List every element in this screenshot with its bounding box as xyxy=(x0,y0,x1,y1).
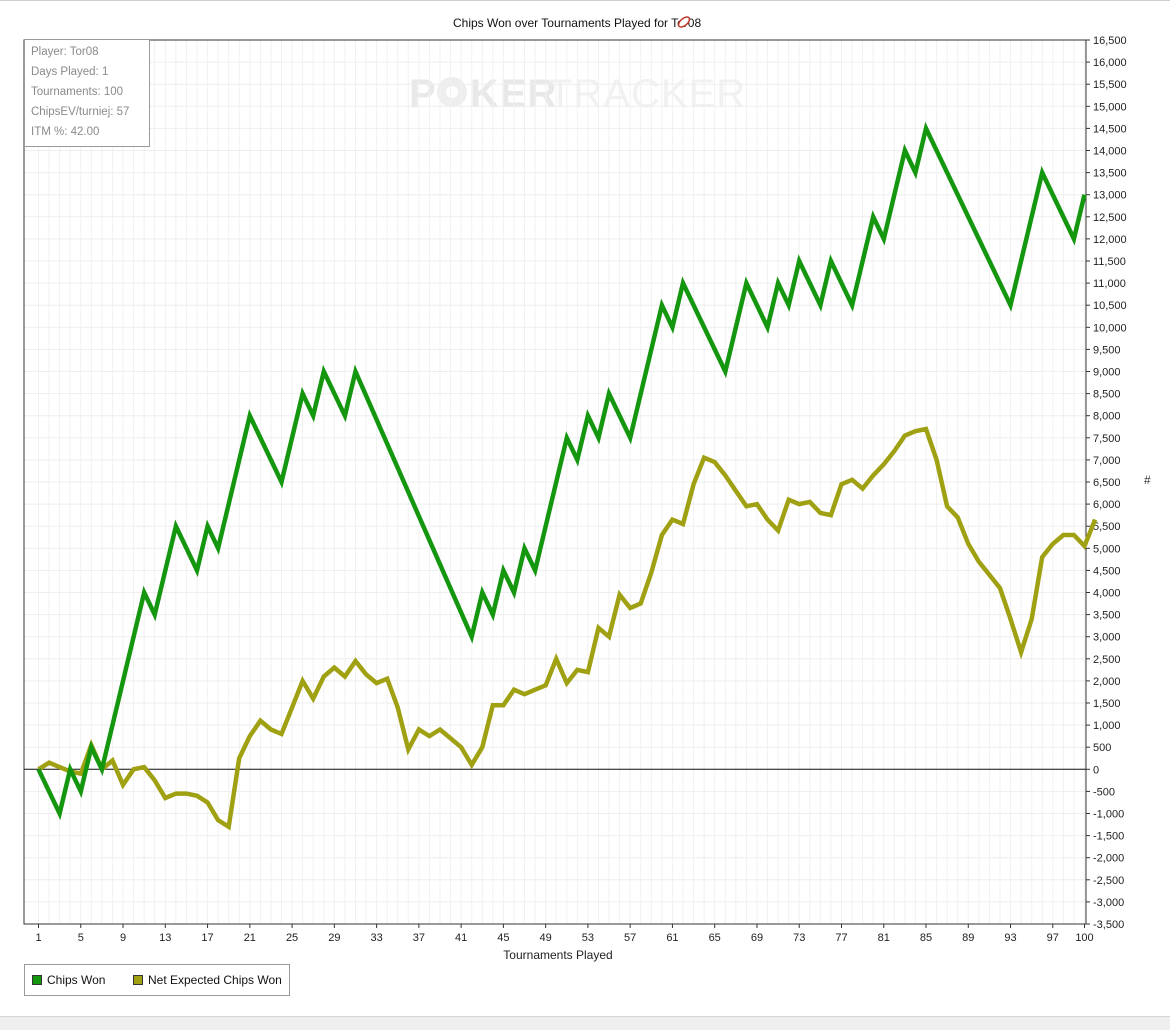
x-tick-label: 100 xyxy=(1075,932,1093,944)
y-tick-label: 4,500 xyxy=(1093,565,1121,577)
player-info-box: Player: Tor08 Days Played: 1 Tournaments… xyxy=(24,39,150,147)
hash-icon: # xyxy=(1144,473,1151,487)
x-tick-label: 5 xyxy=(78,932,84,944)
series-line-net-expected-chips-won xyxy=(37,426,1098,831)
x-tick-label: 57 xyxy=(624,932,636,944)
y-tick-label: 16,000 xyxy=(1093,57,1127,69)
x-tick-label: 89 xyxy=(962,932,974,944)
y-tick-label: 1,000 xyxy=(1093,720,1121,732)
series-layer xyxy=(36,121,1098,831)
info-itm: ITM %: 42.00 xyxy=(31,126,100,138)
x-tick-label: 13 xyxy=(159,932,171,944)
x-tick-label: 17 xyxy=(201,932,213,944)
legend-label-chips-won: Chips Won xyxy=(47,973,106,987)
y-tick-label: 11,000 xyxy=(1093,278,1126,290)
y-tick-label: -1,500 xyxy=(1093,831,1124,843)
y-tick-label: 8,500 xyxy=(1093,389,1121,401)
x-tick-label: 9 xyxy=(120,932,126,944)
y-tick-label: 6,000 xyxy=(1093,499,1121,511)
y-tick-label: 14,500 xyxy=(1093,123,1127,135)
tick-layer: -3,500 -3,000 -2,500 -2,000 -1,500 -1,000 -500… xyxy=(35,35,1126,944)
info-days-played: Days Played: 1 xyxy=(31,66,109,78)
x-tick-label: 29 xyxy=(328,932,340,944)
watermark-ker: KER xyxy=(470,72,557,116)
y-tick-label: 1,500 xyxy=(1093,698,1121,710)
x-tick-label: 37 xyxy=(413,932,425,944)
y-tick-label: -500 xyxy=(1093,786,1115,798)
y-tick-label: 6,500 xyxy=(1093,477,1121,489)
y-tick-label: 4,000 xyxy=(1093,588,1121,600)
x-tick-label: 1 xyxy=(35,932,41,944)
x-tick-label: 21 xyxy=(244,932,256,944)
watermark-poker: P xyxy=(409,72,437,116)
y-tick-label: 7,500 xyxy=(1093,433,1121,445)
y-tick-label: -3,000 xyxy=(1093,897,1124,909)
x-tick-label: 65 xyxy=(709,932,721,944)
grid-layer xyxy=(24,39,1086,925)
y-tick-label: 14,000 xyxy=(1093,146,1127,158)
plot-frame xyxy=(23,39,1087,925)
window-bottom-strip xyxy=(0,1016,1170,1030)
y-tick-label: 10,500 xyxy=(1093,300,1127,312)
y-tick-label: 16,500 xyxy=(1093,35,1127,47)
y-tick-label: 2,000 xyxy=(1093,676,1121,688)
legend-swatch-chips-won xyxy=(32,974,42,985)
y-tick-label: 8,000 xyxy=(1093,411,1121,423)
legend-item-chips-won[interactable]: Chips Won xyxy=(32,973,105,989)
chart-title: Chips Won over Tournaments Played for To… xyxy=(453,16,701,30)
football-icon xyxy=(677,16,691,28)
y-tick-label: 10,000 xyxy=(1093,322,1127,334)
x-tick-label: 45 xyxy=(497,932,509,944)
x-tick-label: 77 xyxy=(835,932,847,944)
window-top-border xyxy=(0,0,1170,1)
y-tick-label: 500 xyxy=(1093,742,1111,754)
y-tick-label: 12,000 xyxy=(1093,234,1127,246)
y-tick-label: 12,500 xyxy=(1093,212,1127,224)
x-tick-label: 33 xyxy=(370,932,382,944)
x-tick-label: 93 xyxy=(1004,932,1016,944)
y-tick-label: -2,000 xyxy=(1093,853,1124,865)
y-tick-label: 9,000 xyxy=(1093,367,1121,379)
y-tick-label: 11,500 xyxy=(1093,256,1126,268)
y-tick-label: 3,500 xyxy=(1093,610,1121,622)
y-tick-label: 9,500 xyxy=(1093,344,1121,356)
x-axis-label: Tournaments Played xyxy=(503,948,612,962)
y-tick-label: 2,500 xyxy=(1093,654,1121,666)
x-tick-label: 41 xyxy=(455,932,467,944)
legend-swatch-net-expected xyxy=(133,974,143,985)
y-tick-label: 15,500 xyxy=(1093,79,1127,91)
y-tick-label: 5,000 xyxy=(1093,543,1121,555)
x-tick-label: 85 xyxy=(920,932,932,944)
legend-item-net-expected[interactable]: Net Expected Chips Won xyxy=(133,973,282,989)
x-tick-label: 73 xyxy=(793,932,805,944)
info-player: Player: Tor08 xyxy=(31,46,99,58)
y-tick-label: 0 xyxy=(1093,764,1099,776)
y-tick-label: -2,500 xyxy=(1093,875,1124,887)
x-tick-label: 25 xyxy=(286,932,298,944)
legend-label-net-expected: Net Expected Chips Won xyxy=(148,973,282,987)
x-tick-label: 53 xyxy=(582,932,594,944)
x-tick-label: 81 xyxy=(878,932,890,944)
x-tick-label: 69 xyxy=(751,932,763,944)
y-tick-label: 13,500 xyxy=(1093,168,1127,180)
y-tick-label: 15,000 xyxy=(1093,101,1127,113)
y-tick-label: 13,000 xyxy=(1093,190,1127,202)
chart-legend: Chips Won Net Expected Chips Won xyxy=(24,964,290,996)
y-tick-label: 3,000 xyxy=(1093,632,1121,644)
x-tick-label: 97 xyxy=(1047,932,1059,944)
x-tick-label: 49 xyxy=(540,932,552,944)
watermark-tracker: TRACKER xyxy=(548,72,746,116)
y-tick-label: 5,500 xyxy=(1093,521,1121,533)
y-tick-label: 7,000 xyxy=(1093,455,1121,467)
info-chipsev: ChipsEV/turniej: 57 xyxy=(31,106,130,118)
y-tick-label: -3,500 xyxy=(1093,919,1124,931)
y-tick-label: -1,000 xyxy=(1093,809,1124,821)
series-line-chips-won xyxy=(36,121,1087,821)
x-tick-label: 61 xyxy=(666,932,678,944)
info-tournaments: Tournaments: 100 xyxy=(31,86,124,98)
